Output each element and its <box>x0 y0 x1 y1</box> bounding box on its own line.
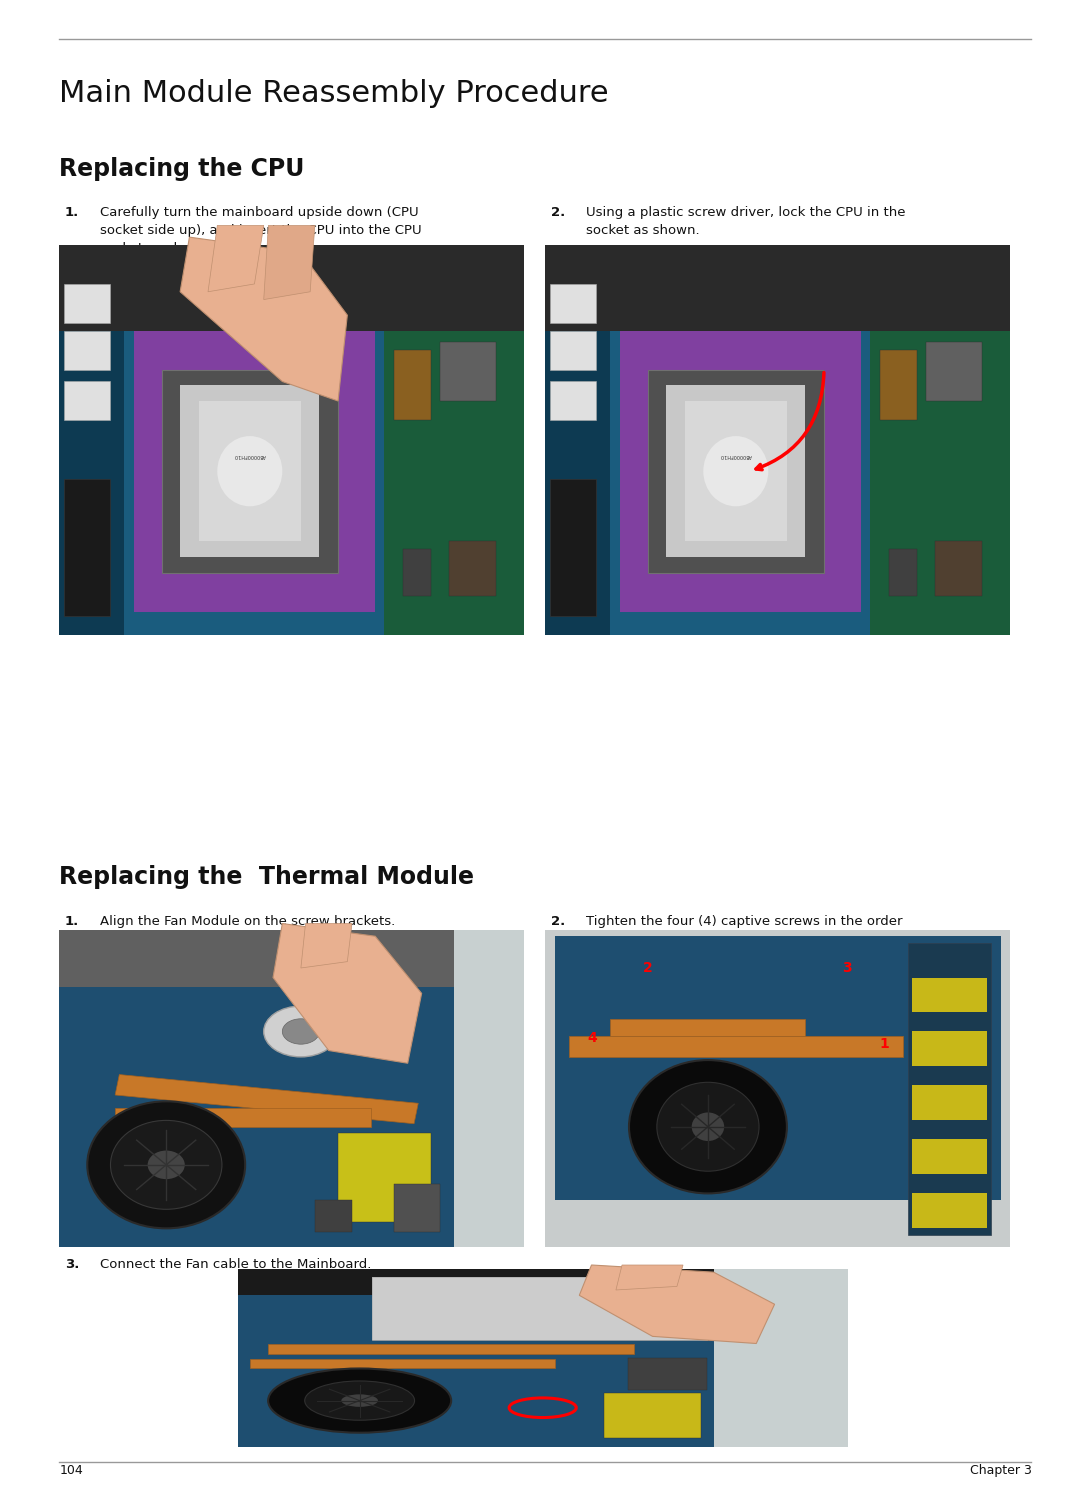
Bar <box>441 343 496 401</box>
Bar <box>64 331 110 370</box>
Bar <box>116 1108 370 1126</box>
Bar <box>935 541 982 596</box>
Text: 4: 4 <box>586 1031 597 1045</box>
Text: AB0000FH10: AB0000FH10 <box>719 454 752 458</box>
Bar <box>394 351 431 420</box>
Polygon shape <box>264 225 315 299</box>
Ellipse shape <box>629 1060 787 1193</box>
Text: AB0000FH10: AB0000FH10 <box>233 454 266 458</box>
Bar <box>913 978 987 1013</box>
Bar <box>629 1358 707 1390</box>
Bar <box>384 331 524 635</box>
Ellipse shape <box>305 1380 415 1420</box>
Bar <box>59 245 124 635</box>
Bar <box>907 942 991 1235</box>
Bar <box>913 1031 987 1066</box>
Bar <box>550 479 596 615</box>
Text: Chapter 3: Chapter 3 <box>970 1464 1031 1477</box>
Bar <box>394 1184 441 1231</box>
Ellipse shape <box>703 435 768 507</box>
Bar <box>685 401 787 541</box>
Bar <box>64 381 110 420</box>
Bar <box>550 284 596 324</box>
Ellipse shape <box>691 1113 725 1142</box>
Bar <box>238 1296 714 1447</box>
Ellipse shape <box>110 1120 222 1210</box>
Text: Main Module Reassembly Procedure: Main Module Reassembly Procedure <box>59 79 609 107</box>
Ellipse shape <box>657 1083 759 1172</box>
Bar <box>372 1278 707 1340</box>
Polygon shape <box>273 924 421 1063</box>
Text: 2.: 2. <box>551 206 565 219</box>
Text: Using a plastic screw driver, lock the CPU in the
socket as shown.: Using a plastic screw driver, lock the C… <box>586 206 906 237</box>
Bar <box>454 930 524 1247</box>
Bar <box>199 401 301 541</box>
Text: Tighten the four (4) captive screws in the order
shown.: Tighten the four (4) captive screws in t… <box>586 915 903 947</box>
Bar <box>913 1140 987 1175</box>
Bar <box>666 386 806 556</box>
Bar <box>59 987 454 1247</box>
Text: Replacing the  Thermal Module: Replacing the Thermal Module <box>59 865 474 889</box>
Text: 1.: 1. <box>65 915 79 928</box>
Ellipse shape <box>217 435 282 507</box>
Bar <box>134 331 375 612</box>
Ellipse shape <box>148 1151 185 1179</box>
Polygon shape <box>208 225 264 292</box>
Text: Connect the Fan cable to the Mainboard.: Connect the Fan cable to the Mainboard. <box>100 1258 372 1272</box>
Polygon shape <box>180 237 348 401</box>
Bar <box>550 331 596 370</box>
Text: 2.: 2. <box>551 915 565 928</box>
Text: 2: 2 <box>643 962 652 975</box>
Bar <box>620 331 861 612</box>
Bar <box>604 1394 701 1438</box>
Circle shape <box>264 1005 338 1057</box>
Bar <box>64 284 110 324</box>
Text: 1.: 1. <box>65 206 79 219</box>
Bar <box>268 1344 634 1355</box>
Bar <box>714 1269 848 1447</box>
Bar <box>162 370 338 573</box>
Polygon shape <box>301 924 352 968</box>
Polygon shape <box>579 1266 774 1344</box>
Polygon shape <box>616 1266 683 1290</box>
Circle shape <box>282 1019 320 1045</box>
Bar <box>116 1075 418 1123</box>
Bar <box>870 331 1010 635</box>
Bar <box>545 245 610 635</box>
Bar <box>927 343 982 401</box>
Text: 3: 3 <box>842 962 852 975</box>
Bar <box>372 1278 707 1340</box>
Bar <box>315 1201 352 1231</box>
Bar <box>545 331 1010 635</box>
Bar <box>648 370 824 573</box>
Text: 3.: 3. <box>65 1258 79 1272</box>
Bar <box>550 381 596 420</box>
Bar <box>338 1132 431 1222</box>
Bar <box>889 549 917 596</box>
Text: Carefully turn the mainboard upside down (CPU
socket side up), and insert the CP: Carefully turn the mainboard upside down… <box>100 206 422 254</box>
Bar <box>880 351 917 420</box>
Bar <box>59 930 524 987</box>
Bar <box>569 1036 903 1057</box>
Bar <box>180 386 320 556</box>
Ellipse shape <box>341 1394 378 1406</box>
Text: 1: 1 <box>879 1037 889 1051</box>
Bar <box>403 549 431 596</box>
Ellipse shape <box>268 1368 451 1433</box>
Bar <box>59 331 524 635</box>
Bar <box>449 541 496 596</box>
Bar <box>913 1193 987 1228</box>
Bar <box>249 1359 555 1368</box>
Bar <box>610 1019 806 1036</box>
Bar <box>913 1086 987 1120</box>
Text: Replacing the CPU: Replacing the CPU <box>59 157 305 181</box>
Bar <box>545 245 1010 331</box>
Bar <box>59 245 524 331</box>
Ellipse shape <box>87 1101 245 1228</box>
Bar <box>545 1201 1010 1247</box>
Bar <box>64 479 110 615</box>
Text: Align the Fan Module on the screw brackets.: Align the Fan Module on the screw bracke… <box>100 915 395 928</box>
Text: 104: 104 <box>59 1464 83 1477</box>
